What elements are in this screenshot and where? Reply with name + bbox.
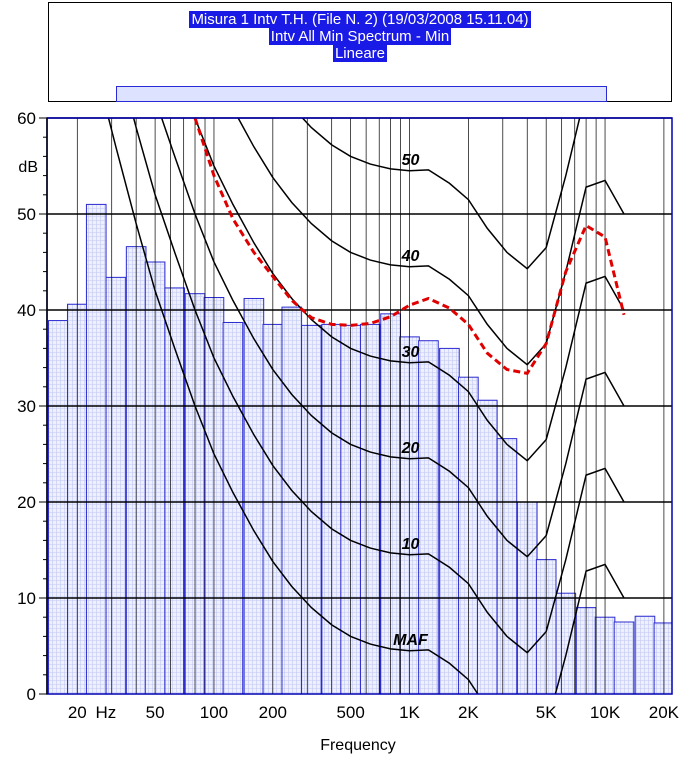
y-axis: 0 10 20 30 40 50 60 dB	[17, 109, 47, 704]
contour-label-40: 40	[401, 248, 420, 265]
contour-label-MAF: MAF	[393, 632, 429, 649]
contour-50	[301, 118, 624, 270]
x-tick-label-1K: 1K	[399, 703, 420, 722]
contour-40	[237, 118, 625, 366]
bar-12500hz	[613, 621, 635, 694]
contour-label-30: 30	[402, 344, 420, 361]
weighting-label: Lineare	[332, 45, 388, 62]
bar-1250hz	[418, 340, 439, 694]
y-tick-label-20: 20	[17, 493, 36, 512]
contour-20	[160, 118, 625, 558]
y-tick-label-0: 0	[27, 685, 36, 704]
chart-header: Misura 1 Intv T.H. (File N. 2) (19/03/20…	[48, 2, 672, 102]
contour-label-50: 50	[402, 152, 420, 169]
spectrum-title: Intv All Min Spectrum - Min	[268, 28, 452, 45]
bar-12.5hz	[47, 335, 48, 694]
contour-MAF	[107, 118, 625, 694]
header-line-2: Intv All Min Spectrum - Min	[49, 28, 671, 46]
y-tick-label-40: 40	[17, 301, 36, 320]
x-tick-label-2K: 2K	[458, 703, 479, 722]
y-tick-label-60: 60	[17, 109, 36, 128]
x-tick-label-500: 500	[336, 703, 364, 722]
x-tick-label-50: 50	[146, 703, 165, 722]
x-axis-label: Frequency	[320, 737, 396, 754]
x-tick-label-5K: 5K	[536, 703, 557, 722]
y-tick-label-10: 10	[17, 589, 36, 608]
x-tick-label-20: 20	[68, 703, 87, 722]
header-line-3: Lineare	[49, 45, 671, 63]
y-tick-label-30: 30	[17, 397, 36, 416]
bar-31.5hz	[105, 276, 127, 694]
contour-30	[194, 118, 625, 462]
bar-160hz	[243, 297, 265, 694]
dashed-curve-group	[193, 118, 626, 376]
bar-630hz	[359, 323, 381, 694]
contour-label-10: 10	[402, 536, 420, 553]
header-scroll-bar[interactable]	[116, 86, 607, 102]
y-axis-label: dB	[18, 159, 38, 176]
bar-16000hz	[634, 615, 656, 694]
bar-1600hz	[439, 347, 460, 694]
header-line-1: Misura 1 Intv T.H. (File N. 2) (19/03/20…	[49, 11, 671, 29]
y-tick-label-50: 50	[17, 205, 36, 224]
bar-125hz	[222, 321, 244, 694]
contour-labels: MAF 10 20 30 40 50	[393, 152, 429, 649]
bar-315hz	[301, 324, 322, 694]
bar-3150hz	[496, 438, 518, 694]
dashed-threshold-curve	[193, 118, 626, 376]
x-tick-label-20K: 20K	[649, 703, 680, 722]
bar-6300hz	[555, 592, 577, 694]
bar-250hz	[281, 306, 303, 694]
x-tick-label-100: 100	[200, 703, 228, 722]
x-tick-label-Hz: Hz	[95, 703, 116, 722]
x-tick-label-200: 200	[259, 703, 287, 722]
bar-16hz	[48, 320, 69, 694]
bar-2500hz	[477, 399, 498, 694]
contour-10	[132, 118, 625, 654]
contour-label-20: 20	[401, 440, 420, 457]
loudness-contours	[107, 118, 625, 694]
x-axis: 20 Hz 50 100 200 500 1K 2K 5K 10K 20K Frequency	[68, 703, 680, 754]
bar-25hz	[85, 203, 107, 694]
x-tick-label-10K: 10K	[590, 703, 621, 722]
measurement-title: Misura 1 Intv T.H. (File N. 2) (19/03/20…	[189, 11, 531, 28]
